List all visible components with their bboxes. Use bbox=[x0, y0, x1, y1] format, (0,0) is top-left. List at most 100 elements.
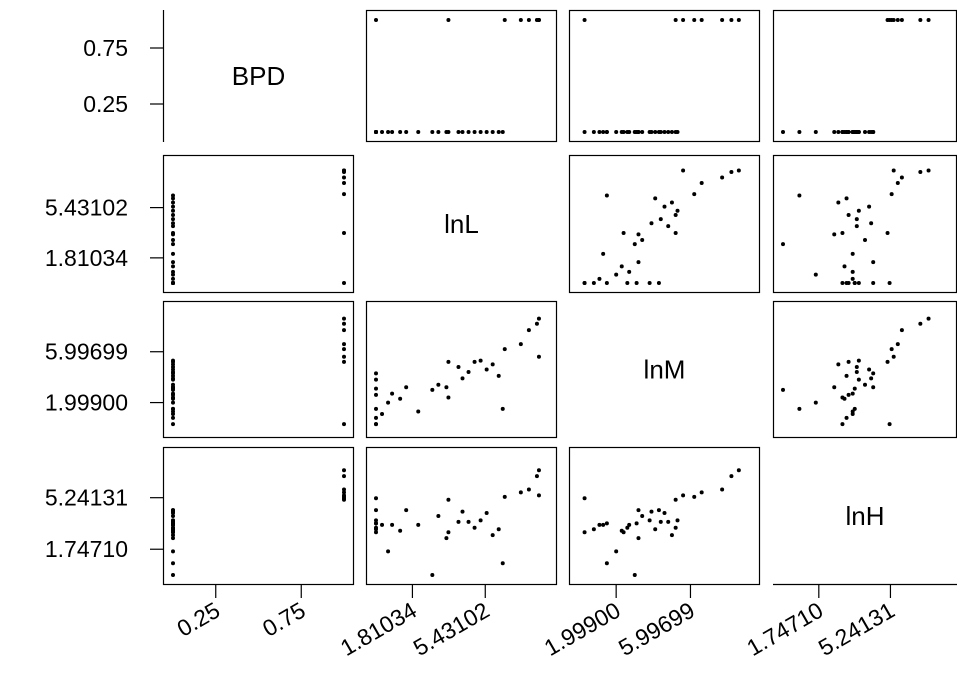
point-lnm-lnl-9 bbox=[380, 412, 385, 417]
point-lnl-lnh-21 bbox=[844, 196, 849, 201]
point-lnl-lnh-13 bbox=[863, 237, 867, 242]
point-lnl-lnh-27 bbox=[850, 269, 855, 274]
point-lnl-lnm-6 bbox=[673, 231, 678, 236]
point-lnm-lnl-31 bbox=[374, 386, 378, 391]
point-bpd-lnl-27 bbox=[390, 130, 395, 134]
point-lnl-lnm-9 bbox=[597, 276, 602, 281]
point-bpd-lnm-0 bbox=[736, 18, 741, 22]
point-lnh-lnm-28 bbox=[625, 525, 630, 530]
ytick-label-lnm-0: 1.99900 bbox=[45, 390, 128, 416]
point-lnm-bpd-24 bbox=[171, 364, 175, 369]
point-bpd-lnm-1 bbox=[729, 18, 734, 22]
point-lnm-lnl-19 bbox=[484, 367, 489, 372]
point-lnh-lnl-10 bbox=[386, 549, 391, 554]
panel-lnh-vs-lnm bbox=[568, 446, 761, 586]
point-lnm-lnh-31 bbox=[852, 386, 857, 391]
point-lnl-bpd-10 bbox=[171, 272, 175, 277]
point-lnm-lnl-26 bbox=[398, 396, 403, 401]
point-lnl-lnh-14 bbox=[840, 231, 845, 236]
point-lnm-lnh-6 bbox=[885, 359, 890, 364]
point-lnm-lnh-17 bbox=[846, 359, 851, 364]
point-bpd-lnl-10 bbox=[386, 130, 391, 134]
point-lnl-lnm-5 bbox=[681, 168, 686, 173]
xtick-label-bpd-0: 0.25 bbox=[172, 597, 224, 642]
point-lnh-lnl-4 bbox=[502, 494, 507, 499]
ytick-label-lnl-1: 5.43102 bbox=[45, 195, 128, 221]
point-lnh-lnm-32 bbox=[647, 518, 652, 523]
point-lnm-lnh-1 bbox=[918, 321, 923, 326]
point-lnm-lnl-3 bbox=[518, 342, 523, 347]
point-lnh-lnm-15 bbox=[649, 509, 654, 514]
point-lnh-lnm-29 bbox=[582, 530, 587, 535]
point-lnm-bpd-7 bbox=[342, 422, 346, 427]
point-lnm-bpd-32 bbox=[171, 377, 175, 382]
point-lnm-bpd-0 bbox=[342, 316, 346, 321]
diagonal-label-bpd: BPD bbox=[232, 61, 285, 91]
point-lnm-lnl-17 bbox=[472, 359, 477, 364]
point-lnl-lnm-4 bbox=[692, 192, 697, 197]
point-lnm-lnh-0 bbox=[926, 316, 931, 321]
point-lnm-lnh-30 bbox=[844, 415, 849, 420]
panel-lnh-vs-bpd bbox=[162, 446, 355, 586]
point-lnm-lnh-4 bbox=[889, 347, 894, 352]
point-bpd-lnm-30 bbox=[591, 130, 596, 134]
ytick-label-bpd-1: 0.75 bbox=[83, 35, 128, 61]
point-bpd-lnl-24 bbox=[456, 130, 461, 134]
point-bpd-lnh-23 bbox=[832, 130, 837, 134]
point-lnm-lnl-20 bbox=[490, 362, 495, 367]
point-lnm-lnh-28 bbox=[846, 392, 851, 397]
point-lnh-bpd-33 bbox=[171, 508, 175, 513]
ytick-label-lnh-0: 1.74710 bbox=[45, 536, 128, 562]
point-lnh-lnm-16 bbox=[658, 519, 663, 524]
point-lnl-lnm-1 bbox=[729, 169, 734, 174]
point-lnl-lnm-14 bbox=[621, 231, 626, 236]
xtick-label-lnm-0: 1.99900 bbox=[540, 597, 625, 661]
point-bpd-lnl-12 bbox=[430, 130, 435, 134]
point-bpd-lnh-29 bbox=[840, 130, 845, 134]
point-lnh-bpd-7 bbox=[342, 496, 346, 501]
point-lnl-lnh-11 bbox=[871, 260, 876, 265]
point-bpd-lnh-3 bbox=[895, 18, 900, 22]
point-lnl-lnm-20 bbox=[669, 200, 674, 205]
point-lnl-lnm-22 bbox=[604, 193, 609, 198]
point-lnm-lnl-1 bbox=[534, 321, 539, 326]
point-bpd-lnh-10 bbox=[813, 130, 818, 134]
point-lnl-lnm-16 bbox=[658, 217, 663, 222]
point-bpd-lnm-5 bbox=[681, 18, 686, 22]
point-lnm-bpd-25 bbox=[171, 409, 175, 414]
xtick-label-bpd-1: 0.75 bbox=[258, 597, 310, 642]
point-lnl-bpd-27 bbox=[171, 269, 175, 274]
point-lnh-bpd-12 bbox=[171, 573, 175, 577]
point-lnm-lnh-22 bbox=[797, 406, 802, 411]
point-lnh-lnm-7 bbox=[582, 496, 587, 501]
point-lnl-bpd-12 bbox=[171, 242, 175, 247]
point-lnl-lnh-3 bbox=[895, 181, 900, 186]
point-lnm-bpd-5 bbox=[342, 354, 346, 359]
point-lnm-lnl-22 bbox=[500, 406, 505, 411]
point-bpd-lnl-13 bbox=[436, 130, 441, 134]
point-bpd-lnm-24 bbox=[666, 130, 671, 134]
point-lnl-bpd-23 bbox=[171, 232, 175, 237]
point-lnl-lnh-10 bbox=[813, 272, 818, 277]
point-lnh-lnl-33 bbox=[374, 508, 378, 513]
point-lnl-lnh-5 bbox=[891, 168, 896, 173]
panel-lnm-vs-bpd bbox=[162, 300, 355, 439]
point-lnh-lnm-2 bbox=[720, 487, 725, 492]
point-bpd-lnh-33 bbox=[871, 130, 876, 134]
point-lnl-bpd-19 bbox=[171, 204, 175, 209]
point-lnh-lnl-1 bbox=[534, 474, 539, 479]
point-lnl-lnm-3 bbox=[699, 181, 704, 186]
point-lnm-lnl-27 bbox=[390, 391, 395, 396]
point-lnl-bpd-15 bbox=[171, 221, 175, 226]
point-lnh-lnl-22 bbox=[500, 561, 505, 566]
point-lnh-bpd-1 bbox=[342, 474, 346, 479]
point-lnh-bpd-19 bbox=[171, 511, 175, 516]
point-lnl-bpd-3 bbox=[342, 181, 346, 186]
point-bpd-lnm-21 bbox=[653, 130, 658, 134]
point-bpd-lnh-19 bbox=[867, 130, 872, 134]
xtick-label-lnl-0: 1.81034 bbox=[336, 597, 421, 661]
point-lnm-bpd-33 bbox=[171, 371, 175, 376]
point-lnm-lnh-18 bbox=[856, 358, 861, 363]
point-lnl-lnm-25 bbox=[601, 251, 606, 256]
